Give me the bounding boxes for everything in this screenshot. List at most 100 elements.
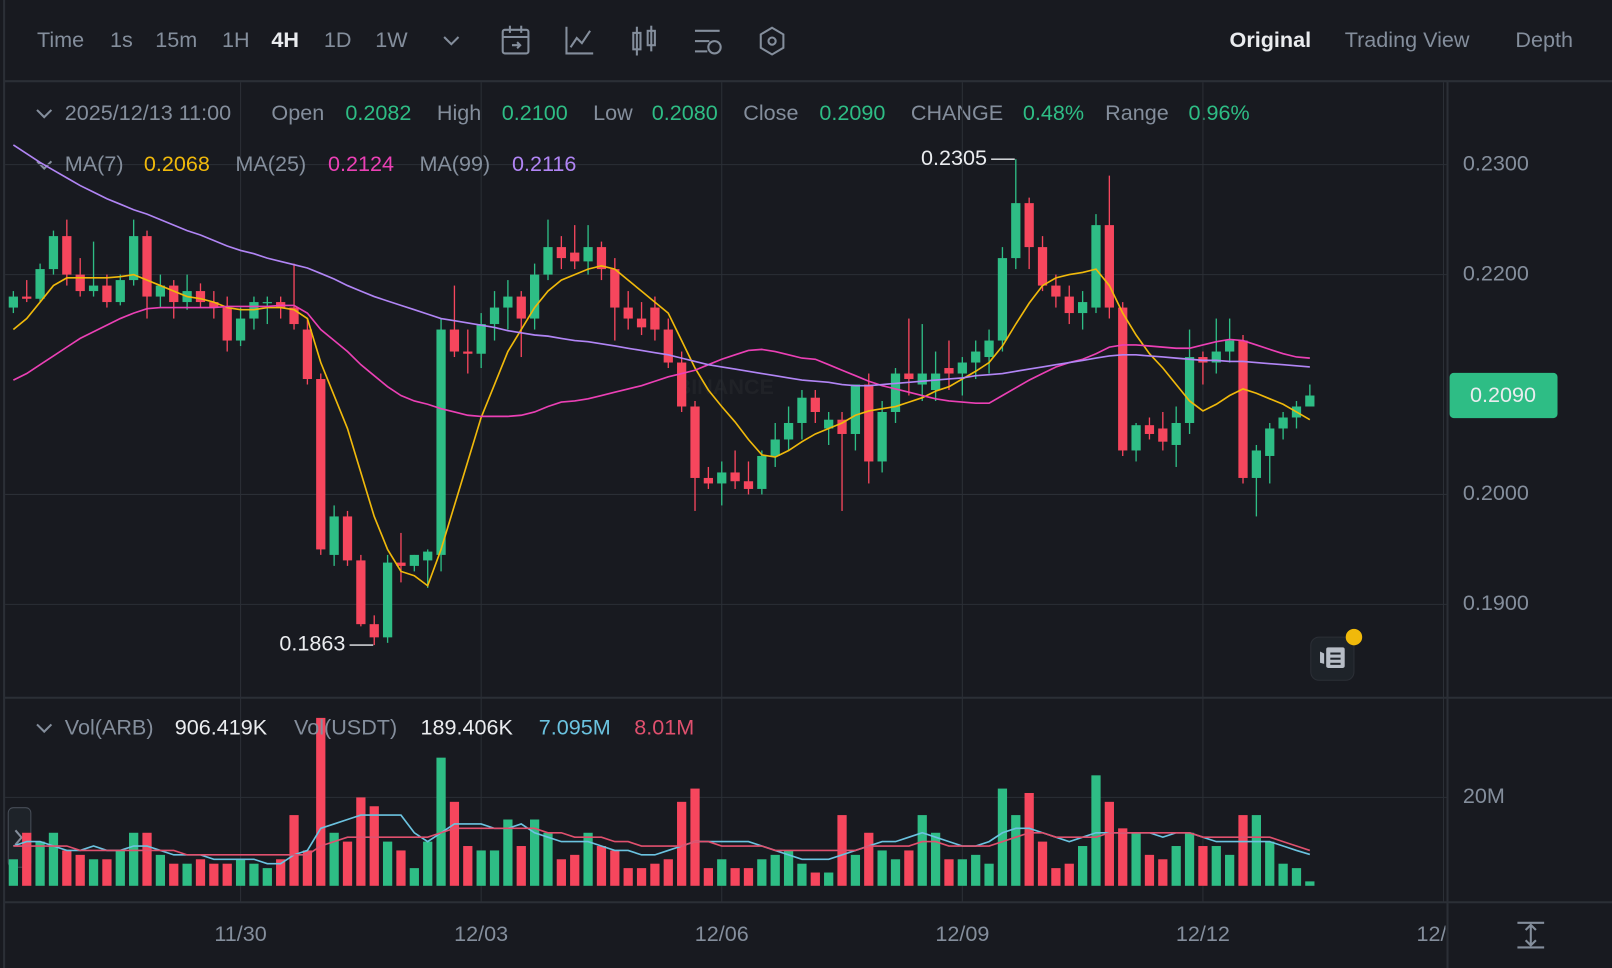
info-toggle[interactable] <box>36 109 53 119</box>
candle-body <box>1305 395 1315 407</box>
volume-bar <box>890 859 901 886</box>
interval-tab[interactable]: 1D <box>324 27 352 52</box>
candle-body <box>1011 203 1021 259</box>
info-label: Open <box>271 100 324 125</box>
volume-bar <box>1144 854 1155 886</box>
indicator-icon[interactable] <box>565 26 594 55</box>
volume-ma-line <box>13 827 1311 856</box>
volume-bar <box>1158 859 1168 886</box>
vol-legend-label: Vol(ARB) <box>65 714 154 739</box>
candle-body <box>62 236 72 275</box>
volume-bar <box>543 832 553 886</box>
volume-bar <box>262 868 272 886</box>
volume-bar <box>917 815 927 886</box>
candle-body <box>730 472 740 482</box>
candle-body <box>449 329 460 352</box>
view-tab[interactable]: Original <box>1230 27 1312 52</box>
view-tab[interactable]: Depth <box>1515 27 1573 52</box>
candle-body <box>757 455 767 489</box>
volume-bar <box>35 841 45 886</box>
candle-body <box>169 285 179 303</box>
volume-bar <box>570 854 580 886</box>
volume-bar <box>182 863 192 886</box>
interval-tab[interactable]: Time <box>37 27 84 52</box>
ma-toggle[interactable] <box>36 160 53 170</box>
candle-body <box>650 307 660 330</box>
volume-bar <box>1184 832 1195 886</box>
info-label: Range <box>1105 100 1169 125</box>
candle-body <box>1238 340 1248 478</box>
interval-tab[interactable]: 1s <box>110 27 133 52</box>
volume-bar <box>623 868 633 886</box>
x-tick-label: 12/09 <box>935 921 989 946</box>
candle-body <box>222 307 232 341</box>
candle-body <box>570 252 580 262</box>
vol-toggle[interactable] <box>36 723 53 734</box>
y-tick-label: 0.1900 <box>1463 590 1529 615</box>
candle-body <box>516 296 526 319</box>
volume-bar <box>730 868 740 886</box>
calendar-icon[interactable] <box>501 25 530 55</box>
candle-body <box>1064 296 1074 314</box>
volume-bar <box>997 788 1008 886</box>
volume-bar <box>810 872 820 886</box>
volume-bar <box>423 841 433 886</box>
candle-body <box>1265 428 1275 456</box>
volume-bar <box>530 819 540 886</box>
info-label: Close <box>743 100 798 125</box>
high-marker-label: 0.2305 <box>921 145 987 170</box>
candle-body <box>1211 351 1221 363</box>
candle-body <box>810 397 820 412</box>
info-value: 0.2080 <box>652 100 718 125</box>
volume-bar <box>75 854 85 886</box>
ma-legend-value: 0.2124 <box>328 151 394 176</box>
volume-bar <box>195 859 206 886</box>
candle-body <box>1077 302 1088 314</box>
x-tick-label: 11/30 <box>214 921 266 946</box>
depth-icon[interactable] <box>759 26 785 56</box>
volume-bar <box>650 863 660 886</box>
more-intervals[interactable] <box>443 36 460 46</box>
candle-body <box>1171 422 1181 445</box>
volume-bar <box>449 801 460 886</box>
ma-legend-value: 0.2116 <box>512 151 576 176</box>
interval-tab[interactable]: 1W <box>375 27 408 52</box>
vol-ma-value: 8.01M <box>634 714 694 739</box>
candle-body <box>1118 307 1128 451</box>
candle-body <box>930 373 941 391</box>
scale-icon[interactable] <box>1517 921 1545 949</box>
interval-tab[interactable]: 1H <box>222 27 250 52</box>
volume-bar <box>48 832 59 886</box>
interval-tab[interactable]: 15m <box>155 27 197 52</box>
candle-body <box>864 384 874 462</box>
volume-bar <box>984 863 994 886</box>
volume-bar <box>971 854 981 886</box>
volume-bar <box>1091 775 1101 886</box>
settings-icon[interactable] <box>694 29 722 55</box>
volume-bar <box>129 832 139 886</box>
candle-body <box>743 481 754 489</box>
info-value: 0.2090 <box>819 100 885 125</box>
interval-tab[interactable]: 4H <box>271 27 299 52</box>
ma-line <box>13 304 1310 418</box>
candle-body <box>209 302 219 308</box>
news-icon <box>1320 647 1345 668</box>
volume-bar <box>463 846 473 886</box>
volume-bar <box>142 832 152 886</box>
view-tab[interactable]: Trading View <box>1345 27 1470 52</box>
info-value: 0.2100 <box>502 100 568 125</box>
candle-body <box>957 362 967 374</box>
volume-bar <box>1037 841 1048 886</box>
volume-bar <box>169 863 179 886</box>
candle-body <box>1131 425 1141 451</box>
candle-body <box>596 247 607 270</box>
volume-bar <box>369 806 379 886</box>
volume-bar <box>62 850 72 886</box>
candle-body <box>129 236 139 281</box>
candle-body <box>1278 417 1288 429</box>
news-badge <box>1345 628 1363 646</box>
volume-bar <box>316 717 326 886</box>
chart-type-icon[interactable] <box>632 25 656 56</box>
candle-body <box>409 554 419 566</box>
